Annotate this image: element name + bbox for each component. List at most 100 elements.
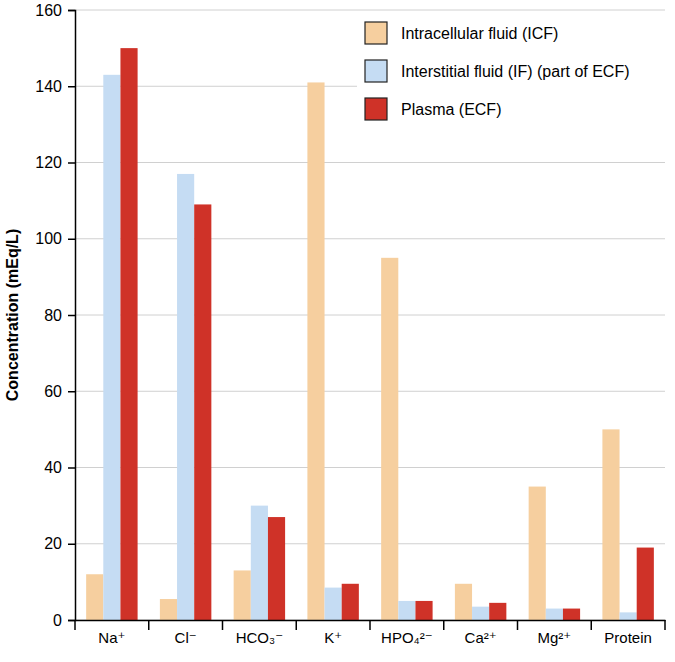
legend-item: Plasma (ECF) bbox=[365, 98, 501, 120]
bar bbox=[472, 607, 489, 620]
tick: Na⁺ bbox=[98, 629, 125, 646]
bar bbox=[234, 570, 251, 620]
grid-line bbox=[75, 467, 665, 468]
grid-line bbox=[75, 238, 665, 239]
bar bbox=[529, 487, 546, 620]
tick: 20 bbox=[44, 535, 75, 552]
tick-label: 20 bbox=[44, 535, 62, 552]
tick-label: Ca²⁺ bbox=[465, 629, 497, 646]
legend-label: Interstitial fluid (IF) (part of ECF) bbox=[401, 63, 630, 80]
tick-mark bbox=[68, 315, 75, 317]
bar-series bbox=[86, 82, 619, 620]
tick: 40 bbox=[44, 459, 75, 476]
bar bbox=[120, 48, 137, 620]
category-separator bbox=[74, 620, 76, 630]
legend-item: Interstitial fluid (IF) (part of ECF) bbox=[365, 60, 630, 82]
bar bbox=[86, 574, 103, 620]
bar bbox=[637, 548, 654, 620]
legend-item: Intracellular fluid (ICF) bbox=[365, 22, 558, 44]
category-separator bbox=[148, 620, 150, 630]
chart-container: 0 20 40 60 80 100 120 140 160 Na⁺ Cl⁻ HCO₃⁻ K⁺ HPO₄²⁻… bbox=[0, 0, 675, 662]
category-separator bbox=[517, 620, 519, 630]
bar bbox=[455, 584, 472, 620]
bar bbox=[415, 601, 432, 620]
tick: 0 bbox=[53, 612, 75, 629]
bar bbox=[546, 609, 563, 620]
tick-mark bbox=[68, 86, 75, 88]
legend-background bbox=[357, 16, 665, 134]
bar bbox=[268, 517, 285, 620]
tick: Protein bbox=[604, 629, 652, 646]
legend-swatch bbox=[365, 60, 387, 82]
grid-line bbox=[75, 162, 665, 163]
tick-mark bbox=[68, 391, 75, 393]
bar bbox=[251, 506, 268, 620]
legend-label: Intracellular fluid (ICF) bbox=[401, 25, 558, 42]
y-axis-title: Concentration (mEq/L) bbox=[4, 229, 21, 401]
grid-line bbox=[75, 10, 665, 11]
grid-line bbox=[75, 315, 665, 316]
tick-label: K⁺ bbox=[324, 629, 342, 646]
tick: 160 bbox=[35, 2, 75, 19]
bar bbox=[177, 174, 194, 620]
tick-label: 100 bbox=[35, 230, 62, 247]
tick: HPO₄²⁻ bbox=[381, 629, 433, 646]
category-separator bbox=[591, 620, 593, 630]
legend-swatch bbox=[365, 22, 387, 44]
tick: K⁺ bbox=[324, 629, 342, 646]
tick-label: 0 bbox=[53, 612, 62, 629]
tick-label: 40 bbox=[44, 459, 62, 476]
category-separator bbox=[222, 620, 224, 630]
bar bbox=[307, 82, 324, 620]
grid bbox=[75, 10, 665, 620]
tick: 120 bbox=[35, 154, 75, 171]
tick-mark bbox=[68, 544, 75, 546]
tick-label: 120 bbox=[35, 154, 62, 171]
chart: 0 20 40 60 80 100 120 140 160 Na⁺ Cl⁻ HCO₃⁻ K⁺ HPO₄²⁻… bbox=[0, 0, 675, 662]
tick: 140 bbox=[35, 78, 75, 95]
bar bbox=[489, 603, 506, 620]
tick-label: HPO₄²⁻ bbox=[381, 629, 433, 646]
y-axis: 0 20 40 60 80 100 120 140 160 bbox=[35, 2, 75, 629]
legend-label: Plasma (ECF) bbox=[401, 101, 501, 118]
tick: Mg²⁺ bbox=[538, 629, 572, 646]
category-separator bbox=[296, 620, 298, 630]
bar bbox=[398, 601, 415, 620]
tick-mark bbox=[68, 10, 75, 12]
grid-line bbox=[75, 543, 665, 544]
tick: Ca²⁺ bbox=[465, 629, 497, 646]
grid-line bbox=[75, 391, 665, 392]
bar bbox=[563, 609, 580, 620]
tick-label: Na⁺ bbox=[98, 629, 125, 646]
tick-mark bbox=[68, 239, 75, 241]
category-separator bbox=[664, 620, 666, 630]
category-separator bbox=[369, 620, 371, 630]
bar bbox=[342, 584, 359, 620]
tick: 60 bbox=[44, 383, 75, 400]
tick-label: 160 bbox=[35, 2, 62, 19]
bar bbox=[160, 599, 177, 620]
tick: 80 bbox=[44, 307, 75, 324]
legend: Intracellular fluid (ICF) Interstitial fl… bbox=[357, 16, 665, 134]
tick-mark bbox=[68, 162, 75, 164]
bar-series bbox=[103, 75, 636, 620]
axis-line bbox=[68, 11, 76, 621]
category-separator bbox=[443, 620, 445, 630]
bar bbox=[602, 429, 619, 620]
tick-label: 80 bbox=[44, 307, 62, 324]
legend-swatch bbox=[365, 98, 387, 120]
tick-mark bbox=[68, 620, 75, 622]
bar bbox=[620, 612, 637, 620]
tick-mark bbox=[68, 467, 75, 469]
tick: 100 bbox=[35, 230, 75, 247]
tick-label: HCO₃⁻ bbox=[236, 629, 283, 646]
bar bbox=[194, 204, 211, 620]
tick-label: Cl⁻ bbox=[175, 629, 197, 646]
tick: HCO₃⁻ bbox=[236, 629, 283, 646]
tick-label: 60 bbox=[44, 383, 62, 400]
tick-label: Protein bbox=[604, 629, 652, 646]
x-axis: Na⁺ Cl⁻ HCO₃⁻ K⁺ HPO₄²⁻ Ca²⁺ Mg²⁺ Protein bbox=[75, 620, 666, 646]
tick-label: Mg²⁺ bbox=[538, 629, 572, 646]
bar bbox=[325, 588, 342, 620]
bar bbox=[381, 258, 398, 620]
